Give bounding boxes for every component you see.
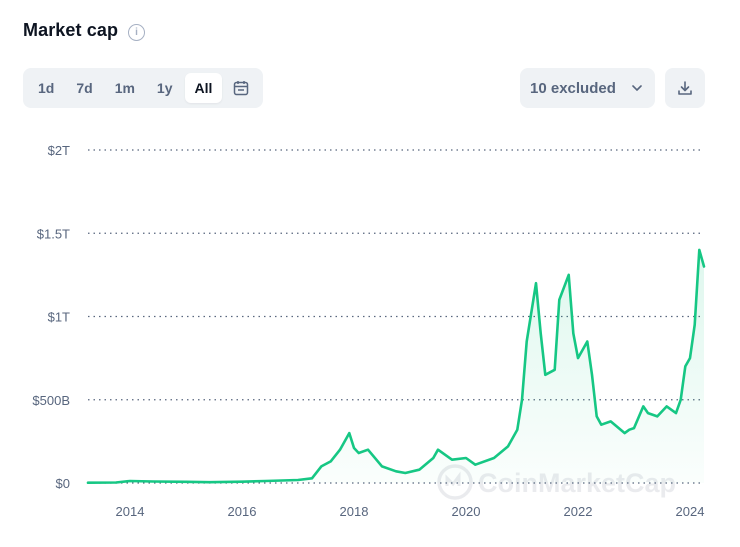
y-tick-label: $0 (56, 476, 70, 491)
download-button[interactable] (665, 68, 705, 108)
market-cap-line (86, 248, 706, 484)
y-tick-label: $1.5T (37, 226, 70, 241)
x-tick-label: 2020 (452, 504, 481, 519)
chevron-down-icon (632, 85, 642, 91)
x-tick-label: 2014 (116, 504, 145, 519)
download-icon (678, 81, 692, 95)
range-1d-button[interactable]: 1d (38, 80, 55, 96)
x-tick-label: 2024 (676, 504, 705, 519)
page-title: Market cap (23, 20, 119, 40)
market-cap-chart[interactable]: CoinMarketCap $0$500B$1T$1.5T$2T20142016… (0, 120, 740, 547)
range-7d-button[interactable]: 7d (76, 80, 93, 96)
calendar-icon (234, 81, 249, 96)
chart-header: Market cap i (23, 20, 146, 41)
x-tick-label: 2022 (564, 504, 593, 519)
y-tick-label: $500B (32, 393, 70, 408)
market-cap-area (88, 249, 704, 483)
y-tick-label: $2T (48, 143, 70, 158)
info-icon[interactable]: i (128, 23, 146, 41)
excluded-dropdown[interactable]: 10 excluded (520, 68, 655, 108)
calendar-button[interactable] (224, 73, 258, 103)
time-range-selector: 1d 7d 1m 1y All (23, 68, 264, 108)
excluded-label: 10 excluded (530, 79, 616, 97)
range-1y-button[interactable]: 1y (156, 80, 173, 96)
x-tick-label: 2018 (340, 504, 369, 519)
y-tick-label: $1T (48, 310, 70, 325)
range-1m-button[interactable]: 1m (114, 80, 135, 96)
x-tick-label: 2016 (228, 504, 257, 519)
range-all-button[interactable]: All (184, 73, 223, 103)
